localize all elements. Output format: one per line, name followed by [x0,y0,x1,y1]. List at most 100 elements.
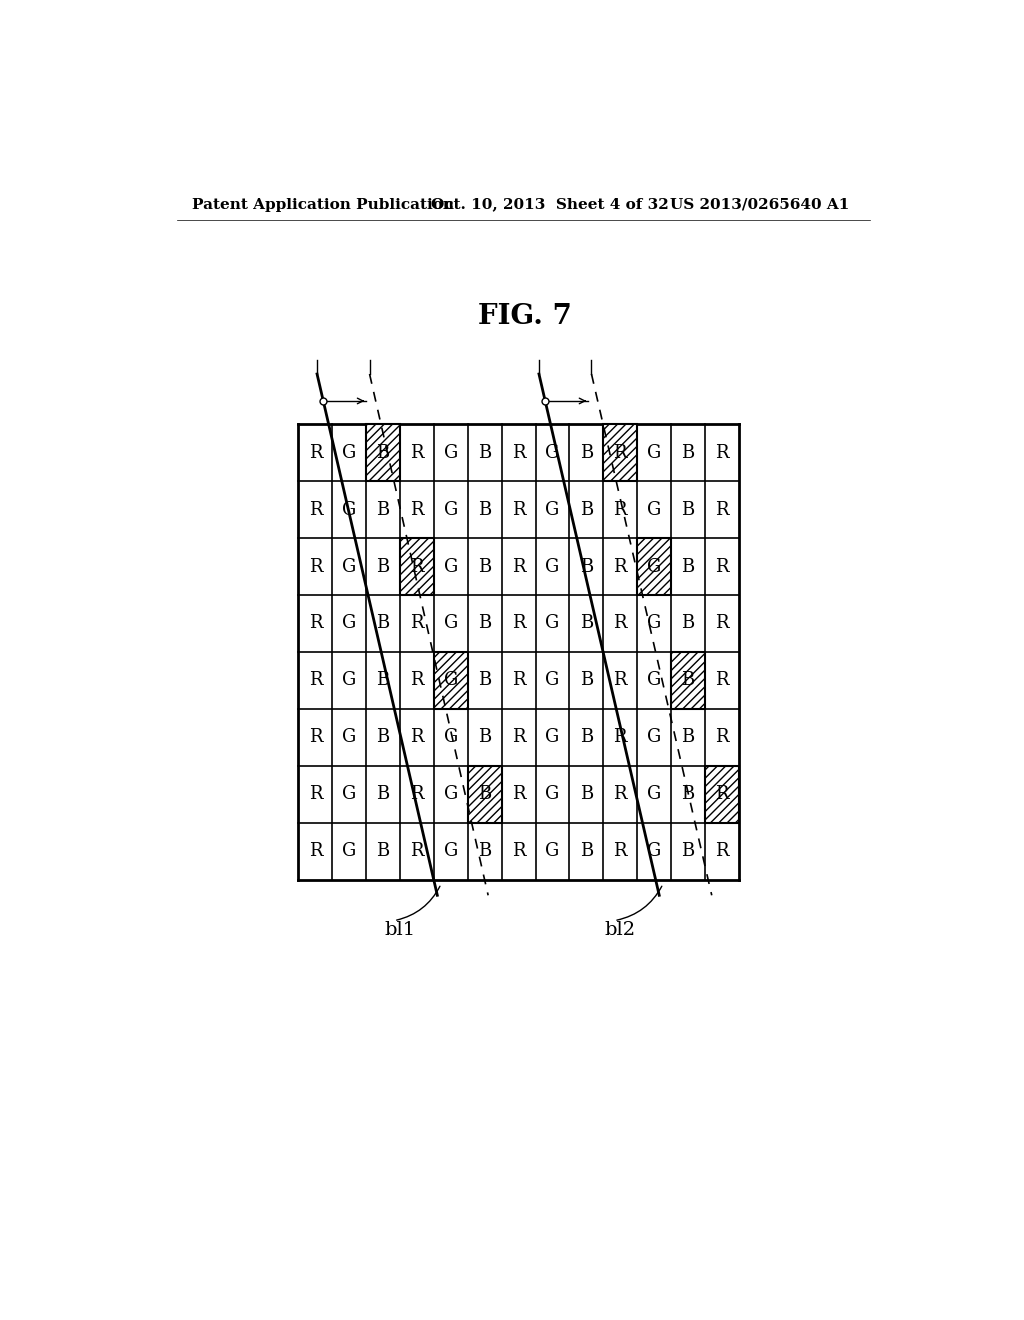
Text: G: G [443,729,458,746]
Text: G: G [443,672,458,689]
Text: R: R [512,615,525,632]
Text: B: B [681,785,694,804]
Text: R: R [411,785,424,804]
Text: Patent Application Publication: Patent Application Publication [193,198,455,211]
Text: B: B [377,557,390,576]
Text: B: B [681,444,694,462]
Text: G: G [443,672,458,689]
Text: R: R [308,557,323,576]
Text: R: R [512,444,525,462]
Text: G: G [342,500,356,519]
Text: R: R [613,444,627,462]
Text: R: R [512,842,525,861]
Bar [671,652,705,709]
Text: R: R [308,444,323,462]
Text: B: B [377,444,390,462]
Text: R: R [613,444,627,462]
Text: G: G [342,615,356,632]
Text: R: R [613,500,627,519]
Text: R: R [512,557,525,576]
Text: G: G [342,785,356,804]
Text: Oct. 10, 2013  Sheet 4 of 32: Oct. 10, 2013 Sheet 4 of 32 [431,198,669,211]
Text: B: B [377,785,390,804]
Text: B: B [681,729,694,746]
Text: B: B [377,615,390,632]
Text: G: G [546,444,560,462]
Bar [468,766,502,822]
Text: G: G [647,500,662,519]
Text: R: R [308,785,323,804]
Bar [637,539,671,595]
Text: G: G [546,729,560,746]
Text: R: R [512,500,525,519]
Text: R: R [715,729,729,746]
Text: B: B [681,557,694,576]
Text: B: B [681,615,694,632]
Text: G: G [342,729,356,746]
Text: R: R [613,672,627,689]
Text: R: R [613,785,627,804]
Text: B: B [580,615,593,632]
Bar [603,424,637,480]
Text: R: R [613,615,627,632]
Text: G: G [647,842,662,861]
Text: R: R [411,500,424,519]
Text: bl1: bl1 [384,921,416,939]
Text: R: R [715,672,729,689]
Text: B: B [478,785,492,804]
Text: G: G [647,672,662,689]
Text: B: B [478,557,492,576]
Text: US 2013/0265640 A1: US 2013/0265640 A1 [670,198,849,211]
Text: R: R [512,785,525,804]
Text: B: B [681,672,694,689]
Text: FIG. 7: FIG. 7 [478,302,571,330]
Text: R: R [715,615,729,632]
Text: B: B [580,842,593,861]
Text: R: R [613,557,627,576]
Text: B: B [478,615,492,632]
Text: G: G [647,557,662,576]
Text: R: R [308,615,323,632]
Text: B: B [478,842,492,861]
Text: R: R [715,444,729,462]
Text: B: B [478,500,492,519]
Text: R: R [411,842,424,861]
Text: R: R [308,729,323,746]
Text: R: R [411,729,424,746]
Bar [367,424,400,480]
Text: R: R [411,444,424,462]
Text: bl2: bl2 [605,921,636,939]
Text: B: B [580,785,593,804]
Text: G: G [342,557,356,576]
Text: B: B [377,672,390,689]
Bar [705,766,739,822]
Text: B: B [478,785,492,804]
Text: B: B [681,672,694,689]
Text: G: G [546,672,560,689]
Text: G: G [443,444,458,462]
Text: G: G [546,557,560,576]
Text: R: R [715,557,729,576]
Text: G: G [647,729,662,746]
Text: R: R [411,672,424,689]
Text: R: R [308,500,323,519]
Text: G: G [647,444,662,462]
Text: G: G [342,842,356,861]
Text: B: B [377,500,390,519]
Text: R: R [512,672,525,689]
Text: B: B [681,500,694,519]
Text: B: B [580,500,593,519]
Text: R: R [715,785,729,804]
Text: R: R [715,500,729,519]
Text: G: G [443,615,458,632]
Text: R: R [613,842,627,861]
Text: R: R [613,729,627,746]
Text: B: B [681,842,694,861]
Text: G: G [546,842,560,861]
Text: G: G [443,842,458,861]
Text: B: B [478,729,492,746]
Text: B: B [580,444,593,462]
Text: G: G [647,785,662,804]
Text: B: B [377,444,390,462]
Text: G: G [647,557,662,576]
